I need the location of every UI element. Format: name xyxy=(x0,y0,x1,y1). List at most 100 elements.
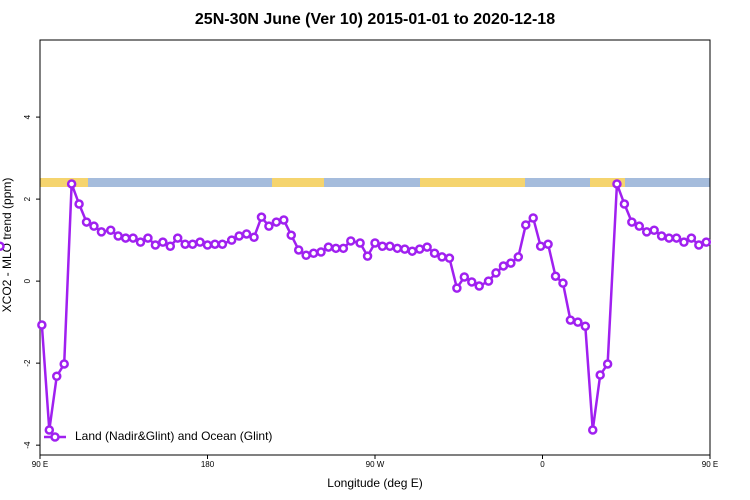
point xyxy=(370,238,380,248)
point xyxy=(52,371,62,382)
point xyxy=(74,199,84,209)
point xyxy=(627,217,637,227)
point xyxy=(437,252,447,262)
point xyxy=(210,239,220,249)
point xyxy=(656,231,667,241)
point xyxy=(165,241,176,252)
point xyxy=(96,227,107,237)
point xyxy=(249,232,259,242)
point xyxy=(226,235,237,245)
point xyxy=(588,425,598,435)
point xyxy=(513,252,524,262)
point xyxy=(392,243,403,254)
point xyxy=(308,248,319,258)
point xyxy=(202,240,213,250)
map-strip xyxy=(40,178,710,187)
point xyxy=(217,239,228,249)
point xyxy=(271,217,282,227)
point xyxy=(701,237,712,247)
point xyxy=(459,272,470,282)
point xyxy=(150,240,161,250)
point xyxy=(483,276,494,286)
point xyxy=(0,241,5,252)
x-tick-label: 90 W xyxy=(366,460,385,469)
point xyxy=(649,225,659,236)
y-tick-label: -2 xyxy=(23,359,32,367)
series-line xyxy=(40,183,707,431)
x-tick-label: 90 E xyxy=(702,460,718,469)
point xyxy=(506,258,516,268)
point xyxy=(558,278,568,288)
point xyxy=(491,268,501,278)
point xyxy=(128,233,138,243)
point xyxy=(686,233,697,243)
point xyxy=(550,271,561,281)
x-tick-label: 90 E xyxy=(32,460,48,469)
point xyxy=(37,320,47,330)
point xyxy=(331,243,341,254)
point xyxy=(565,315,576,325)
point xyxy=(44,425,55,435)
point xyxy=(346,236,356,246)
point xyxy=(81,217,92,227)
point xyxy=(241,229,252,239)
point xyxy=(452,283,462,293)
point xyxy=(323,242,334,252)
point xyxy=(286,230,296,240)
point xyxy=(355,238,365,248)
point xyxy=(234,231,244,241)
point xyxy=(256,212,267,222)
point xyxy=(619,199,630,209)
y-axis-label: XCO2 - MLO trend (ppm) xyxy=(0,178,14,313)
point xyxy=(521,220,531,230)
x-tick-label: 0 xyxy=(540,460,545,469)
point xyxy=(641,227,652,237)
point xyxy=(612,179,622,189)
point xyxy=(89,221,99,231)
point xyxy=(400,244,410,254)
point xyxy=(535,241,546,252)
point xyxy=(474,281,484,291)
point xyxy=(120,233,131,243)
point xyxy=(195,237,205,247)
point xyxy=(385,241,395,252)
point xyxy=(528,213,538,223)
point xyxy=(105,225,116,236)
point xyxy=(293,245,304,255)
point xyxy=(172,233,183,243)
point xyxy=(264,221,274,231)
point xyxy=(414,244,425,254)
point xyxy=(694,240,704,250)
point xyxy=(143,233,153,243)
point xyxy=(573,317,583,327)
point xyxy=(316,247,326,257)
point xyxy=(279,215,289,225)
point xyxy=(679,237,689,247)
point xyxy=(187,239,198,249)
point xyxy=(59,359,69,369)
point xyxy=(377,241,388,252)
point xyxy=(467,277,477,287)
point xyxy=(498,261,509,271)
x-tick-label: 180 xyxy=(201,460,215,469)
point xyxy=(338,243,349,254)
y-tick-label: 2 xyxy=(23,196,32,201)
point xyxy=(135,237,146,247)
point xyxy=(407,246,417,256)
point xyxy=(66,179,77,189)
y-tick-label: 4 xyxy=(23,114,32,119)
y-tick-label: -4 xyxy=(23,441,32,449)
point xyxy=(602,359,613,369)
point xyxy=(429,248,440,258)
point xyxy=(301,250,311,261)
point xyxy=(362,251,373,261)
point xyxy=(422,242,432,252)
chart-title: 25N-30N June (Ver 10) 2015-01-01 to 2020… xyxy=(195,11,555,28)
x-axis-label: Longitude (deg E) xyxy=(327,476,422,490)
y-tick-label: 0 xyxy=(23,278,32,283)
point xyxy=(180,239,190,249)
point xyxy=(580,321,591,331)
point xyxy=(664,233,674,243)
point xyxy=(671,233,682,243)
